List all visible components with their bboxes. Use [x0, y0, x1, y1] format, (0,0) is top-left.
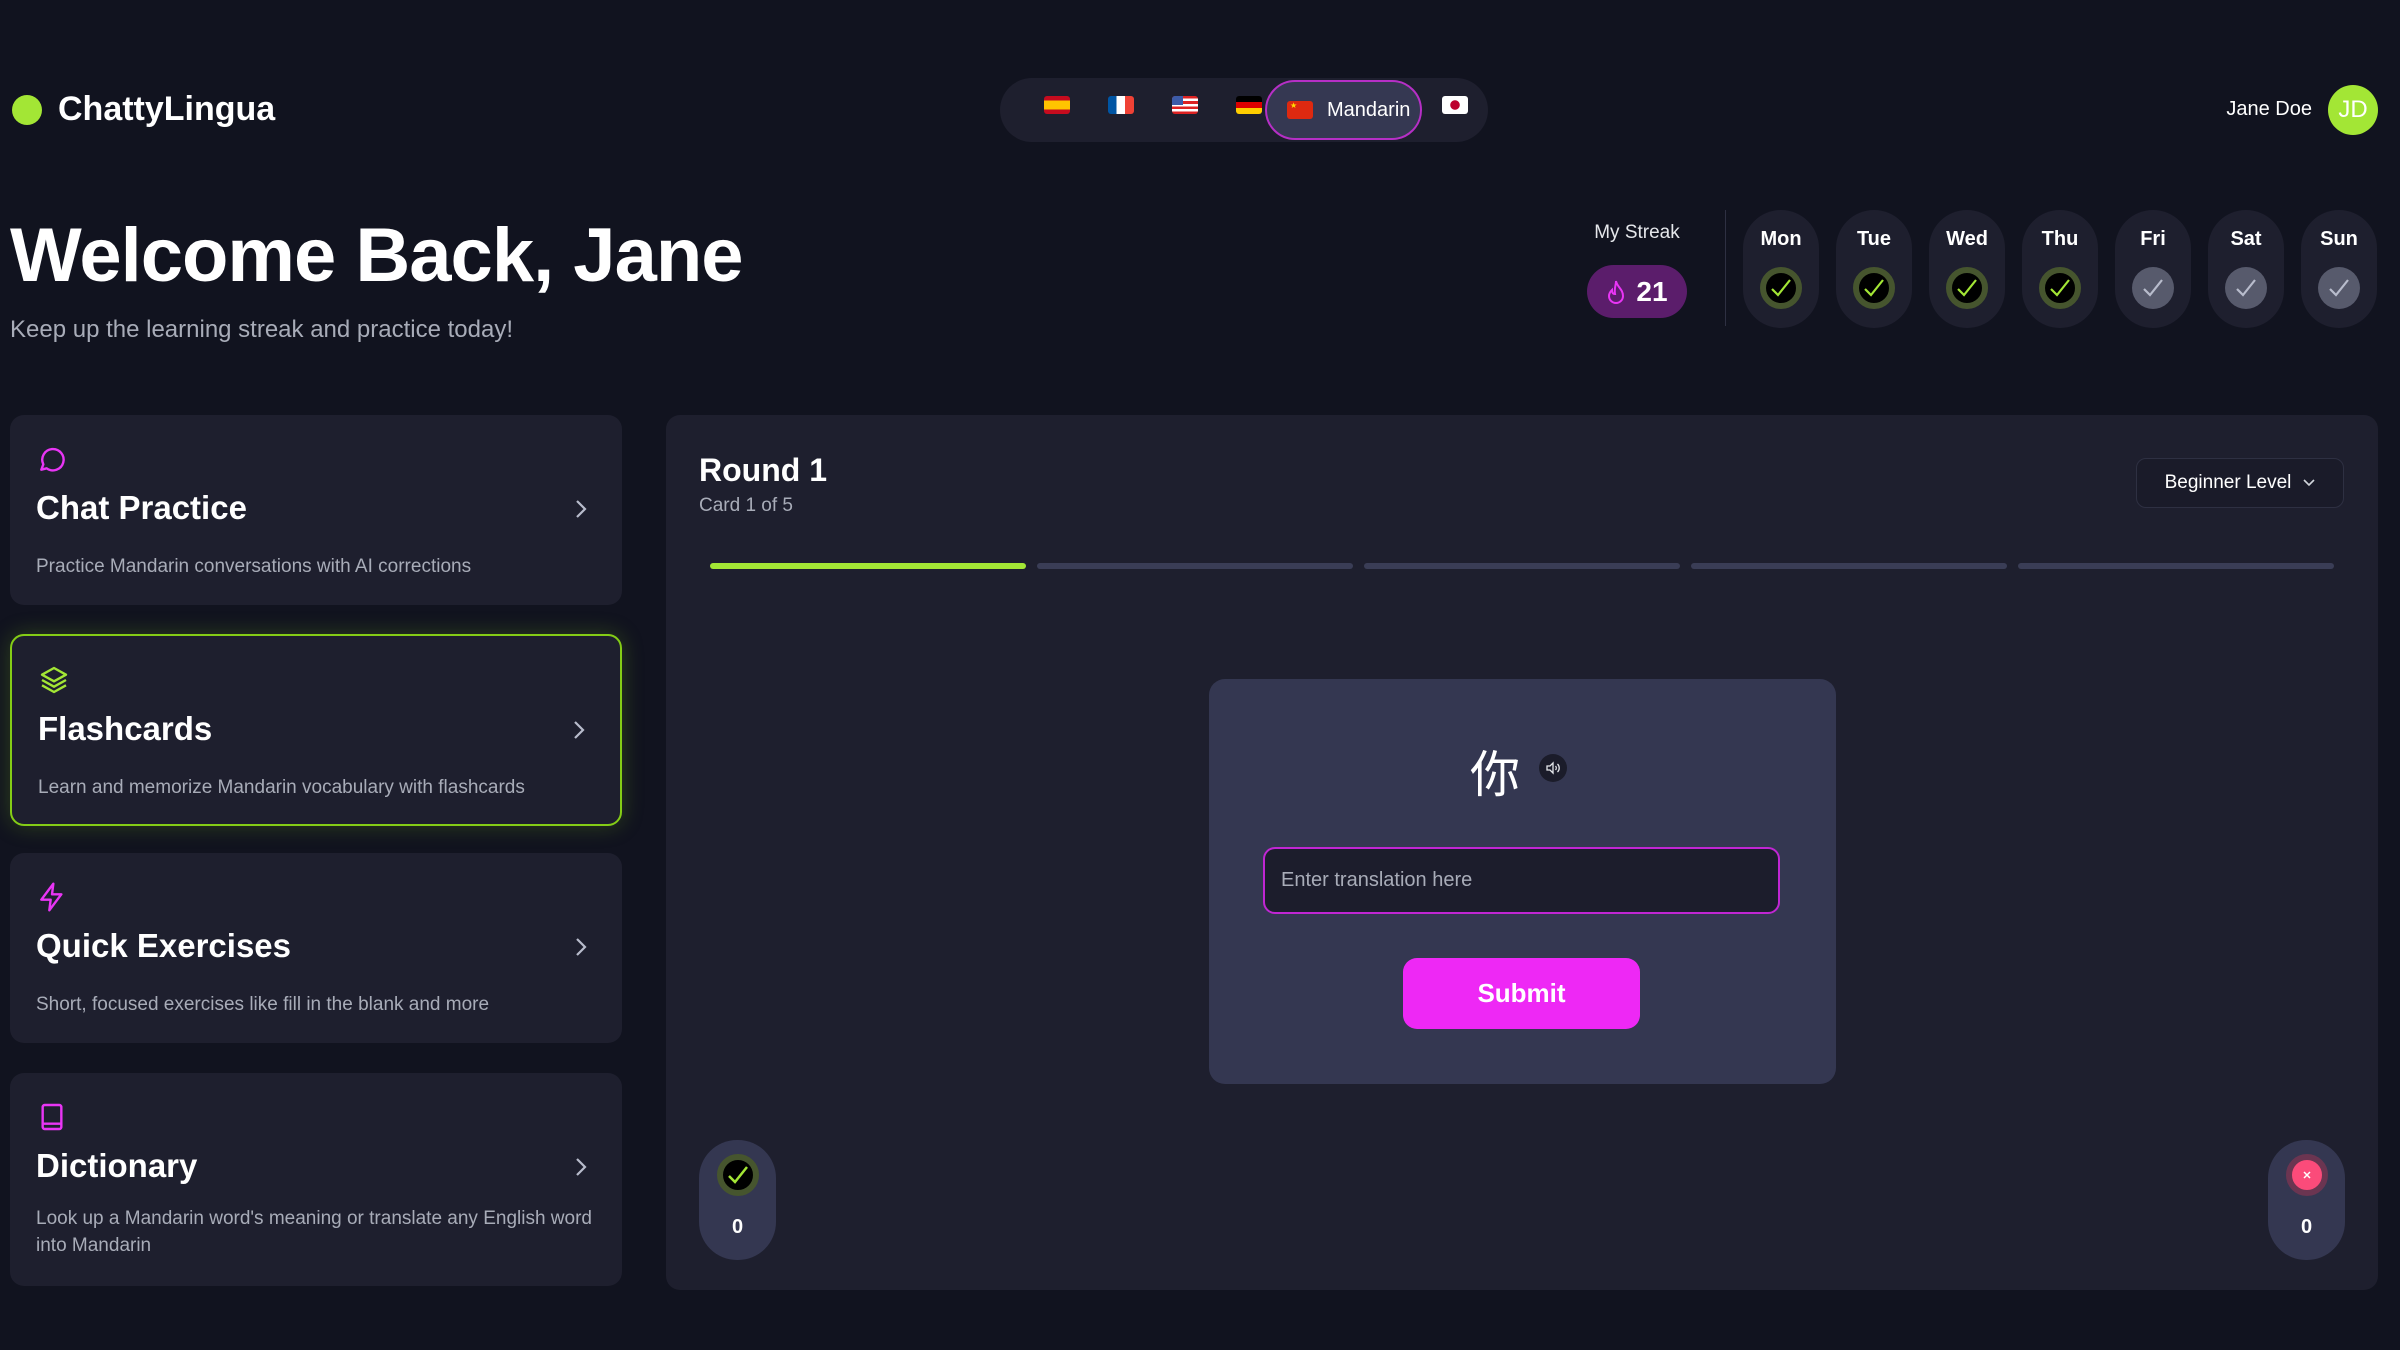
progress-segment [1364, 563, 1680, 569]
china-flag-icon: ★ [1287, 101, 1313, 119]
sidebar-item-quick-exercises[interactable]: Quick Exercises Short, focused exercises… [10, 853, 622, 1043]
sidebar-item-desc: Short, focused exercises like fill in th… [36, 994, 490, 1015]
chevron-down-icon [2303, 479, 2315, 487]
sidebar-item-flashcards[interactable]: Flashcards Learn and memorize Mandarin v… [10, 634, 622, 826]
check-icon [1853, 267, 1895, 309]
streak-day-sat: Sat [2208, 210, 2284, 328]
day-label: Thu [2041, 228, 2079, 250]
day-label: Fri [2140, 228, 2166, 250]
translation-input[interactable] [1263, 847, 1780, 914]
sidebar-item-title: Flashcards [38, 710, 213, 747]
streak-day-thu: Thu [2022, 210, 2098, 328]
streak-day-wed: Wed [1929, 210, 2005, 328]
day-label: Sun [2320, 228, 2358, 250]
lightning-icon [40, 882, 63, 912]
check-icon [1946, 267, 1988, 309]
spain-flag-icon[interactable] [1044, 96, 1070, 114]
streak-badge: 21 [1587, 265, 1687, 318]
progress-segment [710, 563, 1026, 569]
chevron-right-icon [576, 500, 587, 518]
check-icon [2039, 267, 2081, 309]
avatar[interactable]: JD [2328, 85, 2378, 135]
layers-icon [40, 666, 68, 694]
round-title: Round 1 [699, 452, 827, 488]
language-option-mandarin[interactable]: ★ Mandarin [1265, 80, 1422, 140]
chevron-right-icon [576, 1158, 587, 1176]
day-label: Tue [1856, 228, 1892, 250]
chat-bubble-icon [40, 447, 65, 472]
check-icon [1760, 267, 1802, 309]
flame-icon [1608, 280, 1625, 304]
france-flag-icon[interactable] [1108, 96, 1134, 114]
day-label: Wed [1946, 228, 1988, 250]
chevron-right-icon [576, 938, 587, 956]
logo-dot [12, 95, 42, 125]
language-selector: ★ Mandarin [1000, 78, 1488, 142]
speaker-icon [1546, 761, 1560, 775]
speaker-button[interactable] [1539, 754, 1567, 782]
sidebar-item-desc: Practice Mandarin conversations with AI … [36, 556, 472, 577]
streak-day-sun: Sun [2301, 210, 2377, 328]
wrong-count: 0 [2300, 1216, 2313, 1238]
streak-day-tue: Tue [1836, 210, 1912, 328]
sidebar-item-desc: Learn and memorize Mandarin vocabulary w… [38, 777, 525, 798]
usa-flag-icon[interactable] [1172, 96, 1198, 114]
sidebar-item-dictionary[interactable]: Dictionary Look up a Mandarin word's mea… [10, 1073, 622, 1286]
divider [1725, 210, 1726, 326]
day-label: Mon [1760, 228, 1802, 250]
flashcard-character: 你 [1470, 746, 1520, 804]
book-icon [41, 1103, 63, 1131]
progress-segment [2018, 563, 2334, 569]
user-name[interactable]: Jane Doe [2226, 98, 2312, 120]
check-icon [2132, 267, 2174, 309]
sidebar-item-chat-practice[interactable]: Chat Practice Practice Mandarin conversa… [10, 415, 622, 605]
streak-day-fri: Fri [2115, 210, 2191, 328]
japan-flag-icon[interactable] [1442, 96, 1468, 114]
correct-counter: 0 [699, 1140, 776, 1260]
sidebar-item-desc: Look up a Mandarin word's meaning or tra… [36, 1208, 592, 1256]
check-icon [2225, 267, 2267, 309]
check-icon [2318, 267, 2360, 309]
sidebar-item-title: Quick Exercises [36, 927, 292, 964]
level-label: Beginner Level [2164, 472, 2292, 493]
page-title: Welcome Back, Jane [10, 213, 744, 298]
page-subtitle: Keep up the learning streak and practice… [10, 316, 513, 343]
sidebar-item-title: Chat Practice [36, 489, 247, 526]
level-dropdown[interactable]: Beginner Level [2136, 458, 2344, 508]
wrong-counter: 0 [2268, 1140, 2345, 1260]
submit-button[interactable]: Submit [1403, 958, 1640, 1029]
streak-day-mon: Mon [1743, 210, 1819, 328]
x-icon [2285, 1154, 2328, 1196]
app-logo[interactable]: ChattyLingua [58, 90, 276, 128]
sidebar-item-title: Dictionary [36, 1147, 198, 1184]
progress-segment [1037, 563, 1353, 569]
streak-count: 21 [1636, 275, 1668, 307]
streak-label: My Streak [1594, 222, 1680, 243]
progress-segment [1691, 563, 2007, 569]
check-icon [716, 1154, 759, 1196]
card-progress-text: Card 1 of 5 [699, 495, 793, 516]
correct-count: 0 [731, 1216, 744, 1238]
germany-flag-icon[interactable] [1236, 96, 1262, 114]
chevron-right-icon [574, 721, 585, 739]
day-label: Sat [2230, 228, 2262, 250]
language-label: Mandarin [1327, 98, 1411, 121]
